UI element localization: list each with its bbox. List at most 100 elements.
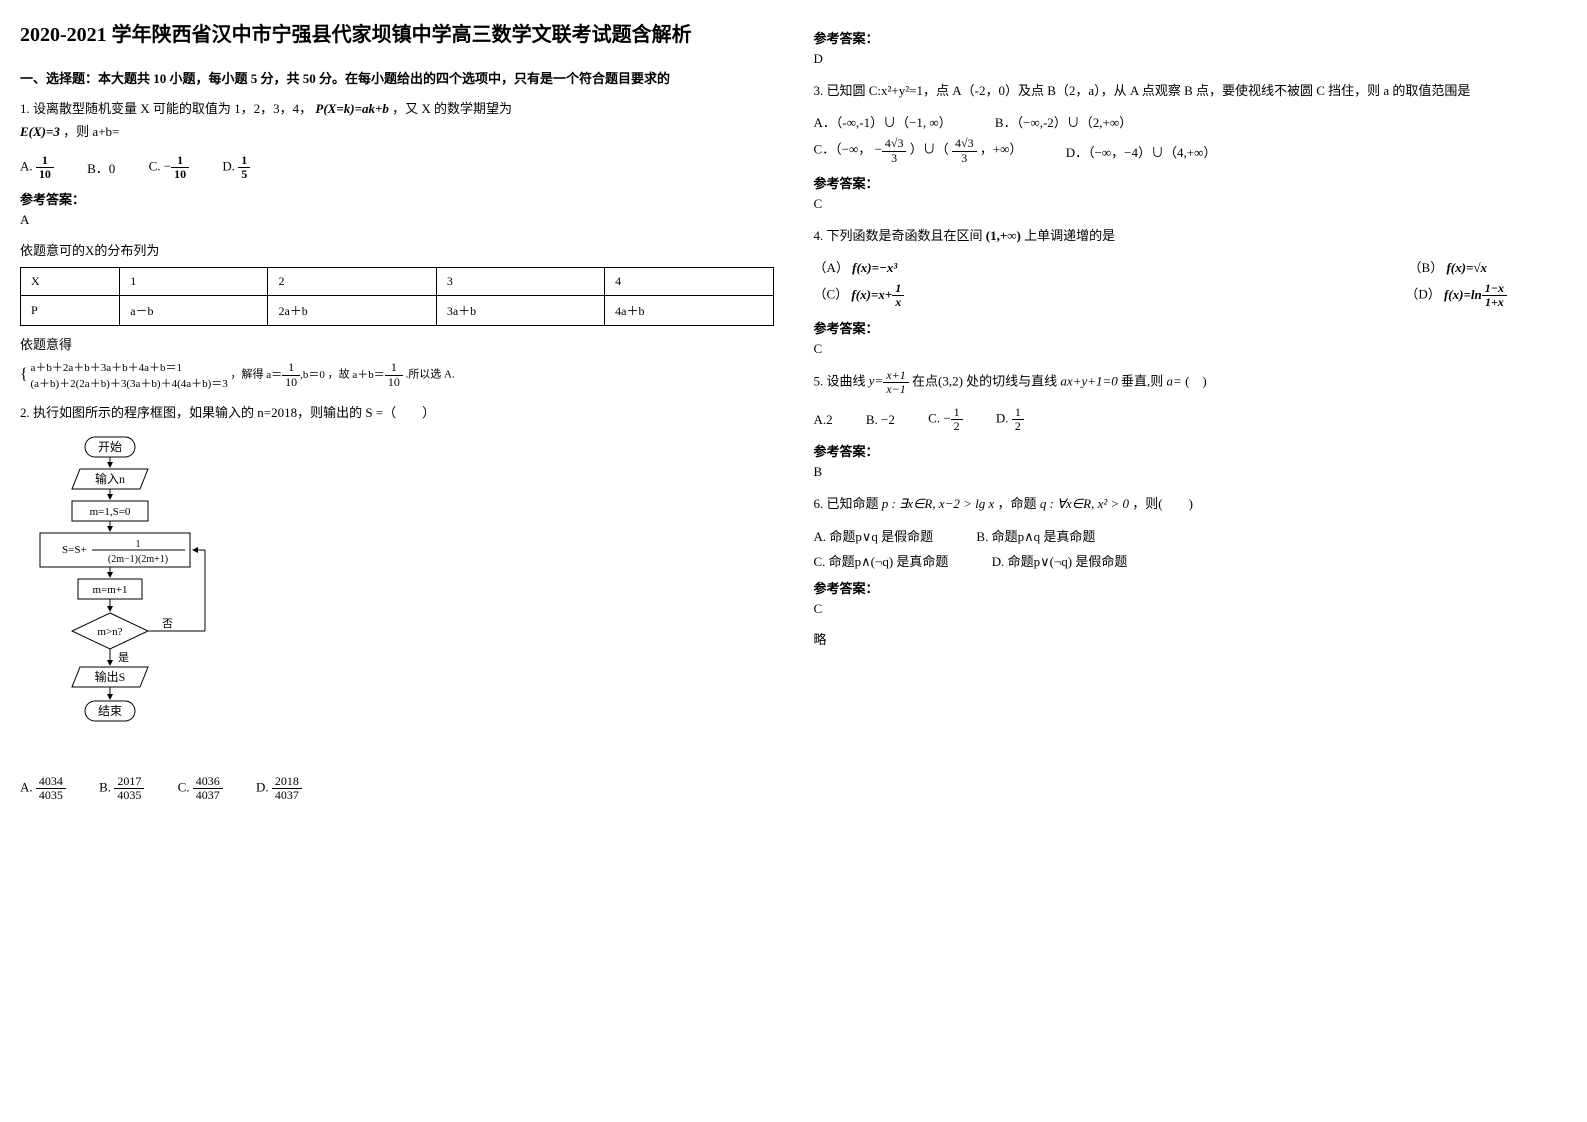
flow-body-num: 1 — [136, 539, 141, 550]
flow-no: 否 — [162, 618, 173, 630]
left-column: 2020-2021 学年陕西省汉中市宁强县代家坝镇中学高三数学文联考试题含解析 … — [20, 20, 774, 808]
flow-end: 结束 — [98, 704, 122, 718]
fraction-icon: 110 — [171, 154, 189, 181]
cell: a－b — [120, 296, 268, 326]
q1-explain-6: .所以选 A. — [406, 369, 455, 381]
ab-solution: a＝110,b＝0 — [266, 369, 325, 381]
q4-answer: C — [814, 341, 1568, 357]
q3-row2: C．（−∞， −4√33 ）∪（ 4√33 ，+∞） D．（−∞，−4）∪（4,… — [814, 137, 1568, 164]
label: （B） — [1409, 260, 1444, 275]
q1-opt-b: B．0 — [87, 158, 115, 177]
q4-answer-label: 参考答案： — [814, 318, 1568, 337]
cell: P — [21, 296, 120, 326]
cell: X — [21, 268, 120, 296]
label: C. — [178, 779, 190, 794]
q6-opt-a: A. 命题p∨q 是假命题 — [814, 526, 934, 545]
q1-stem-a: 1. 设离散型随机变量 X 可能的取值为 1，2，3，4， — [20, 101, 312, 116]
q1-answer-label: 参考答案： — [20, 189, 774, 208]
label: B. — [99, 779, 111, 794]
q1-opt-a: A. 110 — [20, 154, 54, 181]
q1-options: A. 110 B．0 C. −110 D. 15 — [20, 154, 774, 181]
table-row: P a－b 2a＋b 3a＋b 4a＋b — [21, 296, 774, 326]
q4-row2: （C） f(x)=x+1x （D） f(x)=ln1−x1+x — [814, 282, 1568, 309]
q2-answer-label: 参考答案： — [814, 28, 1568, 47]
text: C．（−∞， — [814, 142, 872, 157]
cell: 1 — [120, 268, 268, 296]
q3-opt-d: D．（−∞，−4）∪（4,+∞） — [1066, 142, 1217, 161]
q6-row2: C. 命题p∧(¬q) 是真命题 D. 命题p∨(¬q) 是假命题 — [814, 551, 1568, 570]
q5-answer: B — [814, 464, 1568, 480]
q5-options: A.2 B. −2 C. −12 D. 12 — [814, 406, 1568, 433]
fraction-icon: 12 — [1012, 406, 1024, 433]
formula: y=x+1x−1 — [869, 373, 909, 388]
question-3: 3. 已知圆 C:x²+y²=1，点 A（-2，0）及点 B（2，a），从 A … — [814, 79, 1568, 102]
q1-explain-5: ，故 — [328, 369, 350, 381]
question-6: 6. 已知命题 p : ∃x∈R, x−2 > lg x ，命题 q : ∀x∈… — [814, 492, 1568, 515]
q6-answer-label: 参考答案： — [814, 578, 1568, 597]
q4-opt-c: （C） f(x)=x+1x — [814, 282, 905, 309]
q6-opt-b: B. 命题p∧q 是真命题 — [976, 526, 1095, 545]
q1-answer: A — [20, 212, 774, 228]
eq2: (a＋b)＋2(2a＋b)＋3(3a＋b)＋4(4a＋b)＝3 — [30, 378, 227, 390]
q2-opt-b: B. 20174035 — [99, 775, 144, 802]
question-4: 4. 下列函数是奇函数且在区间 (1,+∞) 上单调递增的是 — [814, 224, 1568, 247]
text: 在点(3,2) 处的切线与直线 — [912, 373, 1057, 388]
text: 6. 已知命题 — [814, 496, 879, 511]
q2-opt-c: C. 40364037 — [178, 775, 223, 802]
text: 垂直,则 — [1121, 373, 1163, 388]
q1-opt-d: D. 15 — [222, 154, 250, 181]
q4-stem-a: 4. 下列函数是奇函数且在区间 — [814, 228, 983, 243]
text: ( ) — [1185, 373, 1207, 388]
q1-explain-1: 依题意可的X的分布列为 — [20, 240, 774, 259]
formula: f(x)=−x³ — [852, 260, 897, 275]
page-title: 2020-2021 学年陕西省汉中市宁强县代家坝镇中学高三数学文联考试题含解析 — [20, 20, 774, 50]
q1-explain-4: ，解得 — [231, 369, 264, 381]
fraction-icon: 15 — [238, 154, 250, 181]
question-5: 5. 设曲线 y=x+1x−1 在点(3,2) 处的切线与直线 ax+y+1=0… — [814, 369, 1568, 396]
formula: f(x)=√x — [1446, 260, 1487, 275]
cell: 3a＋b — [436, 296, 604, 326]
q6-opt-c: C. 命题p∧(¬q) 是真命题 — [814, 551, 949, 570]
fraction-icon: 40364037 — [193, 775, 223, 802]
fraction-icon: 110 — [36, 154, 54, 181]
section-1-head: 一、选择题：本大题共 10 小题，每小题 5 分，共 50 分。在每小题给出的四… — [20, 68, 774, 87]
q4-stem-b: 上单调递增的是 — [1024, 228, 1115, 243]
label: （D） — [1405, 287, 1440, 302]
q1-explain-3: { a＋b＋2a＋b＋3a＋b＋4a＋b＝1 (a＋b)＋2(2a＋b)＋3(3… — [20, 359, 774, 391]
q1-stem-b: ，又 X 的数学期望为 — [392, 101, 512, 116]
flow-inc: m=m+1 — [92, 584, 127, 596]
q1-explain-2: 依题意得 — [20, 334, 774, 353]
flowchart-svg: 开始 输入n m=1,S=0 S=S+ 1 (2m−1)(2m+1) — [30, 435, 240, 765]
fraction-icon: 4√33 — [952, 137, 977, 164]
q5-answer-label: 参考答案： — [814, 441, 1568, 460]
table-row: X 1 2 3 4 — [21, 268, 774, 296]
q3-answer: C — [814, 196, 1568, 212]
text: 5. 设曲线 — [814, 373, 866, 388]
ab-sum: a＋b＝110 — [352, 369, 402, 381]
flow-input: 输入n — [95, 471, 125, 486]
label: （A） — [814, 260, 849, 275]
fraction-icon: 20184037 — [272, 775, 302, 802]
q1-opt-d-label: D. — [222, 158, 235, 173]
formula: a= — [1167, 373, 1182, 388]
prop-q: q : ∀x∈R, x² > 0 — [1040, 496, 1129, 511]
label: （C） — [814, 287, 849, 302]
q2-options: A. 40344035 B. 20174035 C. 40364037 D. 2… — [20, 775, 774, 802]
q2-opt-d: D. 20184037 — [256, 775, 302, 802]
flowchart: 开始 输入n m=1,S=0 S=S+ 1 (2m−1)(2m+1) — [30, 435, 774, 765]
text: ，则( ) — [1132, 496, 1193, 511]
q4-opt-a: （A） f(x)=−x³ — [814, 257, 898, 276]
flow-body-prefix: S=S+ — [62, 544, 87, 556]
label: A. — [20, 779, 33, 794]
q1-opt-c: C. −110 — [149, 154, 190, 181]
q4-row1: （A） f(x)=−x³ （B） f(x)=√x — [814, 257, 1568, 276]
formula: f(x)=x+1x — [851, 287, 904, 302]
q1-opt-c-label: C. — [149, 158, 161, 173]
q4-opt-b: （B） f(x)=√x — [1409, 257, 1487, 276]
q5-opt-b: B. −2 — [866, 412, 895, 428]
formula: f(x)=ln1−x1+x — [1444, 287, 1507, 302]
q6-omit: 略 — [814, 629, 1568, 648]
cell: 2 — [268, 268, 436, 296]
cell: 3 — [436, 268, 604, 296]
q5-opt-c: C. −12 — [928, 406, 963, 433]
